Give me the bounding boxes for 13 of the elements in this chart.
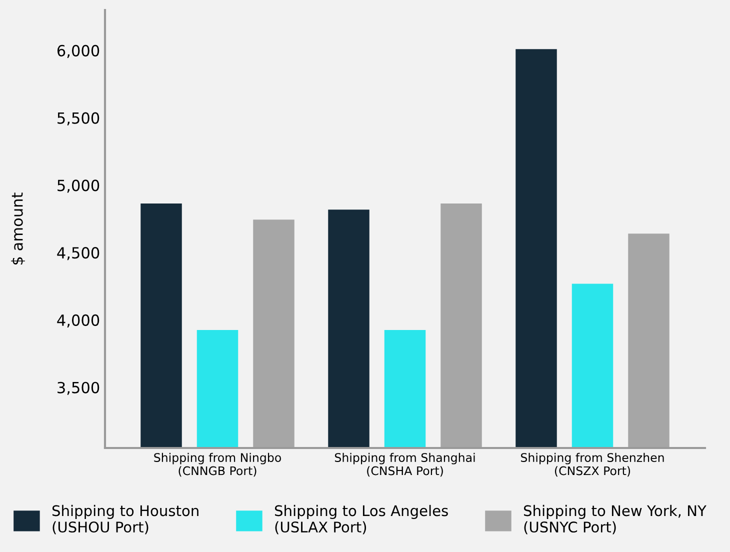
x-tick-label: Shipping from Ningbo (CNNGB Port) [154, 452, 281, 477]
y-tick-label: 6,000 [57, 44, 100, 58]
y-axis-title: $ amount [11, 192, 25, 264]
legend-label: Shipping to New York, NY (USNYC Port) [524, 504, 706, 534]
legend-label: Shipping to Los Angeles (USLAX Port) [274, 504, 448, 534]
y-tick-label: 4,000 [57, 314, 100, 328]
y-tick-label: 3,500 [58, 382, 100, 395]
x-tick-label: Shipping from Shanghai (CNSHA Port) [334, 452, 475, 477]
legend-label: Shipping to Houston (USHOU Port) [52, 504, 198, 534]
y-tick-label: 5,000 [58, 180, 100, 193]
y-tick-label: 4,500 [57, 247, 100, 260]
x-tick-label: Shipping from Shenzhen (CNSZX Port) [520, 452, 664, 477]
y-tick-label: 5,500 [58, 112, 100, 126]
